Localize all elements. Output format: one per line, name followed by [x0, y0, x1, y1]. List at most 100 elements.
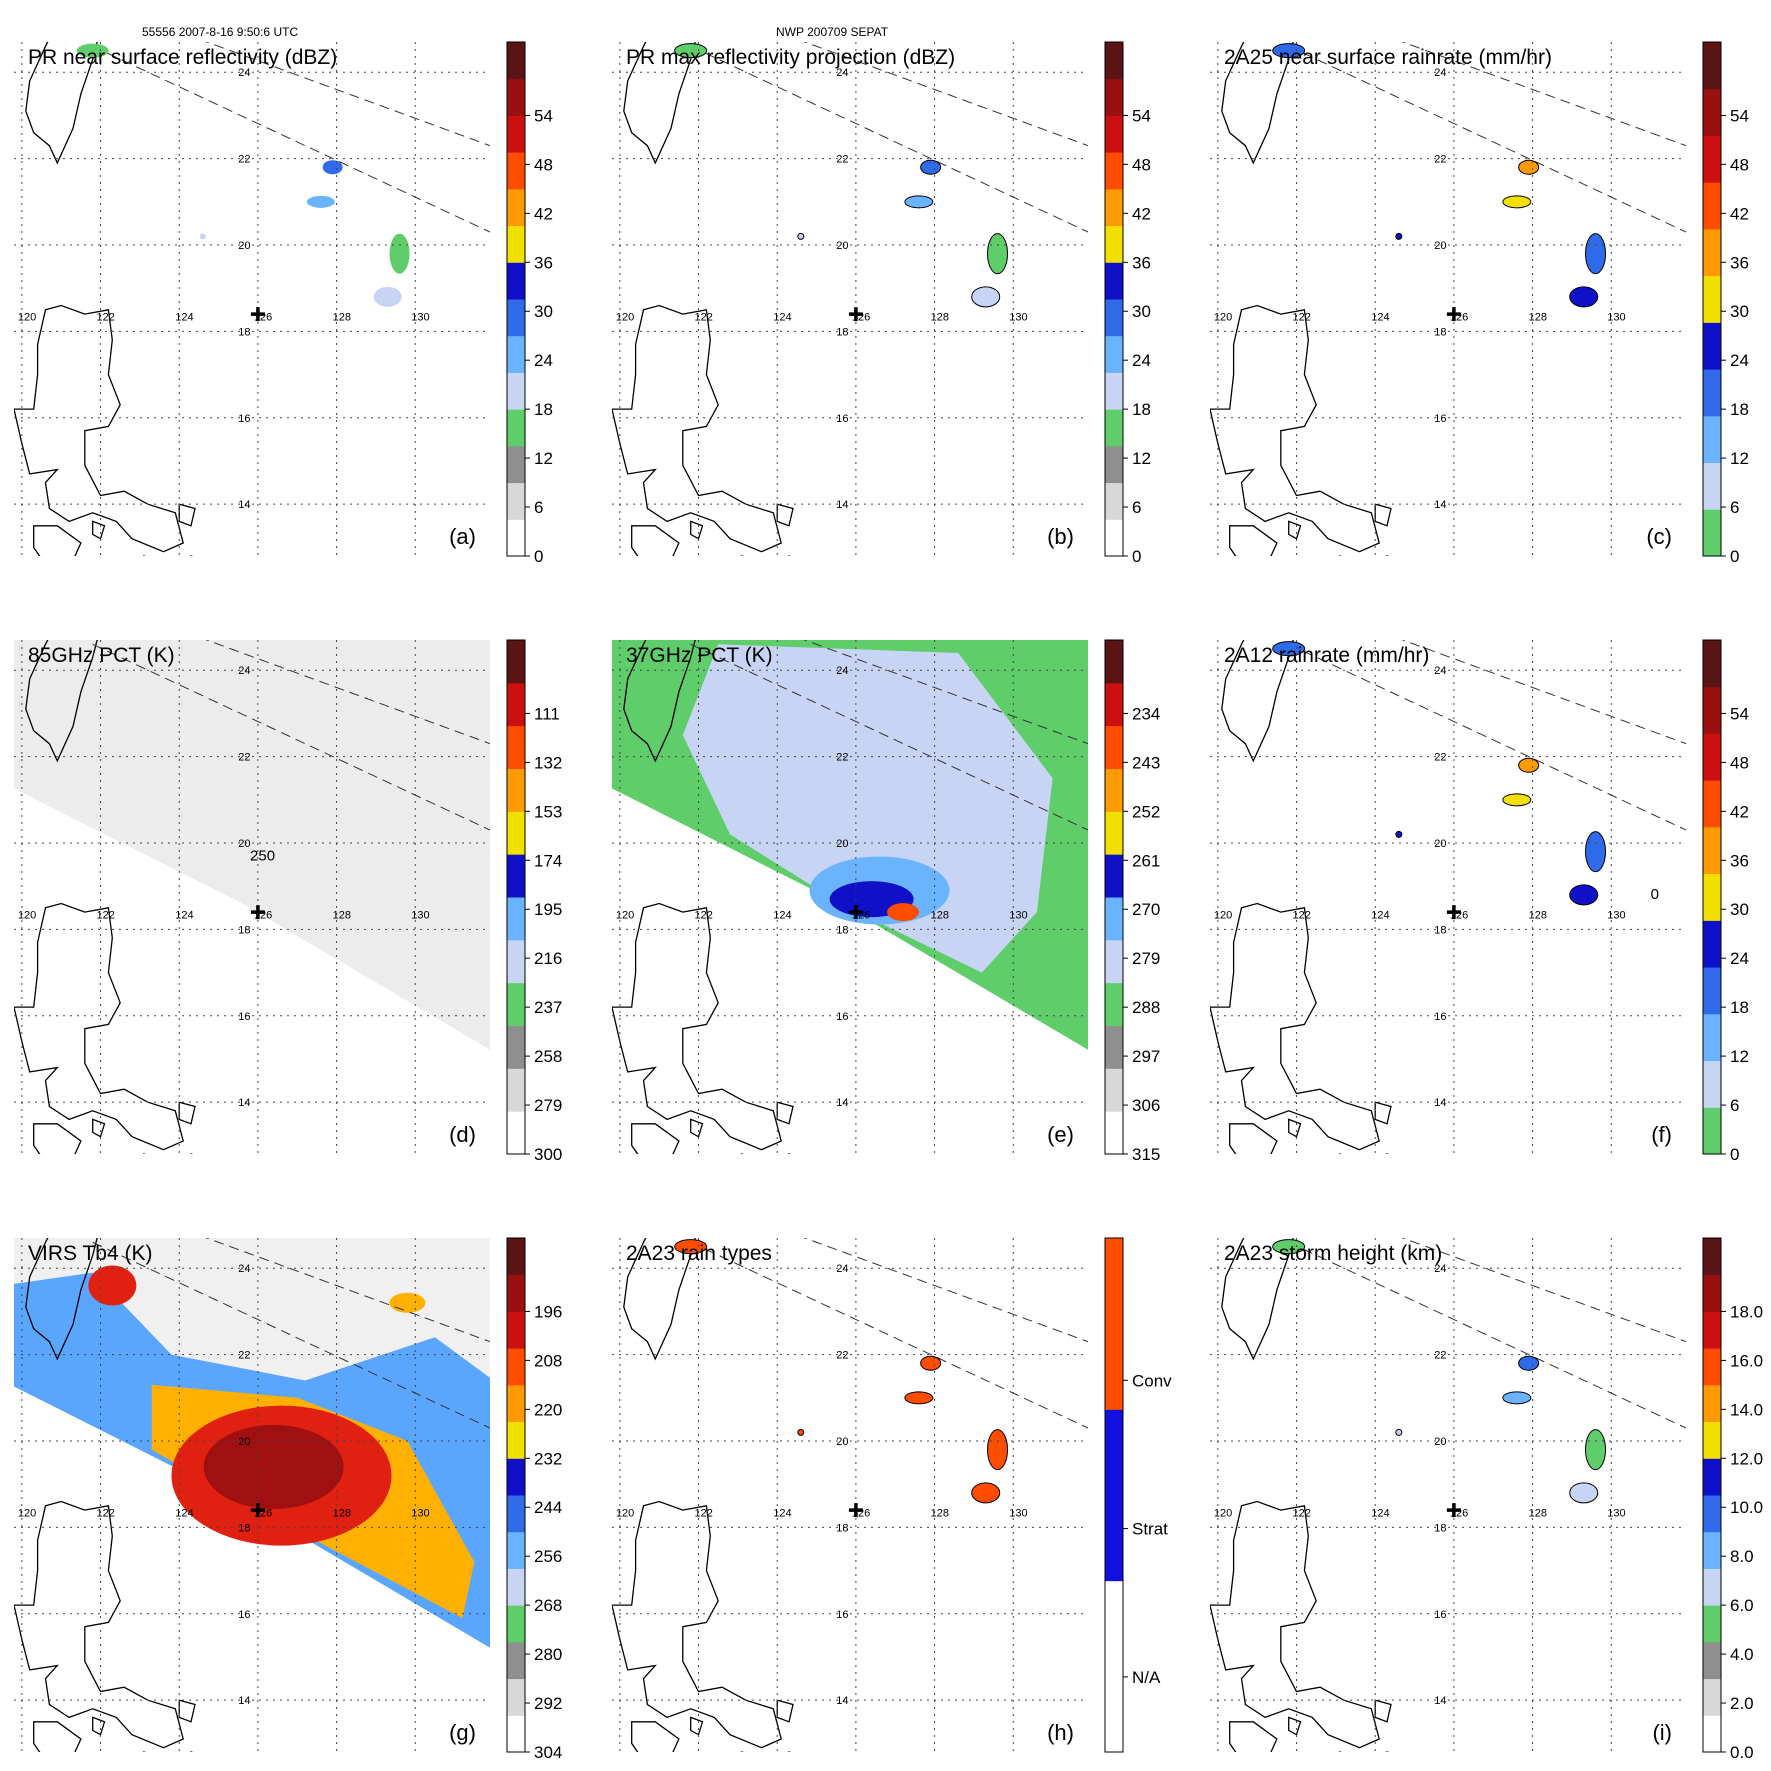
swath-edge — [1401, 1238, 1686, 1343]
longitude-label: 122 — [97, 910, 115, 922]
latitude-label: 20 — [836, 1436, 848, 1448]
longitude-label: 130 — [1009, 1508, 1027, 1520]
coastline-mindoro — [1229, 525, 1278, 556]
coastline-taiwan — [623, 1238, 696, 1361]
colorbar-segment — [1105, 768, 1123, 812]
latitude-label: 22 — [1434, 1350, 1446, 1362]
colorbar-segment — [507, 1421, 525, 1459]
colorbar-tick-label: 48 — [1730, 155, 1749, 174]
colorbar-tick-label: 8.0 — [1730, 1547, 1754, 1566]
latitude-label: 18 — [238, 326, 250, 338]
colorbar-tick-label: Strat — [1132, 1520, 1168, 1539]
longitude-label: 128 — [931, 1508, 949, 1520]
coastline-luzon — [1210, 1500, 1380, 1749]
colorbar-tick-label: 54 — [1730, 704, 1749, 723]
latitude-label: 20 — [1434, 838, 1446, 850]
swath-edge — [803, 42, 1088, 147]
colorbar-tick-label: 256 — [534, 1547, 562, 1566]
colorbar-segment — [1703, 1678, 1721, 1716]
colorbar-segment — [1105, 262, 1123, 300]
rain-echo — [76, 43, 109, 58]
latitude-label: 20 — [836, 838, 848, 850]
rain-echo — [1395, 1428, 1403, 1436]
colorbar-segment — [1703, 42, 1721, 90]
colorbar-segment — [1703, 1348, 1721, 1386]
colorbar-segment — [1105, 299, 1123, 337]
colorbar-segment — [507, 768, 525, 812]
coastline-catanduanes — [776, 503, 794, 527]
colorbar-tick-label: 216 — [534, 949, 562, 968]
colorbar-tick-label: 30 — [534, 302, 553, 321]
colorbar-segment — [507, 78, 525, 116]
colorbar-tick-label: 6 — [1730, 1096, 1739, 1115]
panel-title: 37GHz PCT (K) — [626, 644, 773, 667]
colorbar-tick-label: 24 — [534, 351, 553, 370]
coastline-marinduque — [92, 1118, 106, 1138]
colorbar-tick-label: 42 — [1132, 204, 1151, 223]
swath-background — [14, 640, 490, 1050]
panel-letter: (i) — [1652, 1720, 1672, 1745]
colorbar-segment — [507, 1605, 525, 1643]
colorbar-segment — [1105, 1068, 1123, 1112]
latitude-label: 24 — [1434, 67, 1446, 79]
rain-echo — [373, 286, 402, 307]
rain-echo — [1272, 43, 1306, 59]
coastline-luzon — [612, 1500, 782, 1749]
rain-echo — [971, 1482, 1001, 1504]
rain-echo — [1518, 757, 1540, 773]
colorbar-segment — [507, 1495, 525, 1533]
colorbar-tick-label: 4.0 — [1730, 1645, 1754, 1664]
colorbar-tick-label: 6 — [1730, 498, 1739, 517]
colorbar-tick-label: 237 — [534, 998, 562, 1017]
colorbar-tick-label: 12 — [1730, 449, 1749, 468]
colorbar-segment — [1703, 322, 1721, 370]
colorbar-segment — [1703, 1013, 1721, 1062]
latitude-label: 16 — [836, 1011, 848, 1023]
rain-echo — [1395, 232, 1403, 240]
coastline-taiwan — [1221, 640, 1294, 763]
longitude-label: 124 — [175, 1508, 193, 1520]
latitude-label: 18 — [1434, 1522, 1446, 1534]
latitude-label: 18 — [238, 1522, 250, 1534]
colorbar-tick-label: 30 — [1730, 302, 1749, 321]
convective-cell — [88, 1265, 137, 1306]
colorbar-segment — [1703, 1238, 1721, 1276]
colorbar-segment — [1703, 462, 1721, 510]
rain-echo — [971, 286, 1001, 308]
longitude-label: 122 — [695, 312, 713, 324]
rain-echo — [1518, 159, 1540, 175]
map-area — [1210, 42, 1686, 556]
swath-edge — [92, 1241, 490, 1429]
colorbar-segment — [1703, 1107, 1721, 1155]
colorbar-tick-label: 14.0 — [1730, 1400, 1763, 1419]
contour-label: 250 — [250, 847, 275, 864]
coastline-mindoro — [33, 1721, 82, 1752]
latitude-label: 20 — [238, 240, 250, 252]
rain-echo — [1585, 1429, 1607, 1471]
colorbar-segment — [1105, 519, 1123, 557]
latitude-label: 22 — [1434, 752, 1446, 764]
colorbar-segment — [507, 1111, 525, 1155]
colorbar-segment — [507, 519, 525, 557]
longitude-label: 130 — [1607, 1508, 1625, 1520]
colorbar-tick-label: 292 — [534, 1694, 562, 1713]
colorbar-segment — [507, 409, 525, 447]
coastline-catanduanes — [776, 1699, 794, 1723]
panel-letter: (f) — [1651, 1122, 1672, 1147]
colorbar-segment — [1703, 1458, 1721, 1496]
panel-letter: (d) — [449, 1122, 476, 1147]
panel-title: VIRS Tb4 (K) — [28, 1242, 152, 1265]
colorbar-segment — [1703, 1421, 1721, 1459]
colorbar-segment — [507, 299, 525, 337]
longitude-label: 124 — [773, 312, 791, 324]
colorbar-frame — [506, 41, 526, 557]
longitude-label: 120 — [18, 910, 36, 922]
colorbar-segment — [1703, 135, 1721, 183]
colorbar-tick-label: 18 — [1730, 998, 1749, 1017]
colorbar-segment — [1703, 509, 1721, 557]
rain-echo — [1502, 793, 1532, 807]
latitude-label: 18 — [836, 1522, 848, 1534]
latitude-label: 14 — [1434, 1695, 1446, 1707]
colorbar-tick-label: 36 — [1132, 253, 1151, 272]
colorbar-segment — [1105, 152, 1123, 190]
